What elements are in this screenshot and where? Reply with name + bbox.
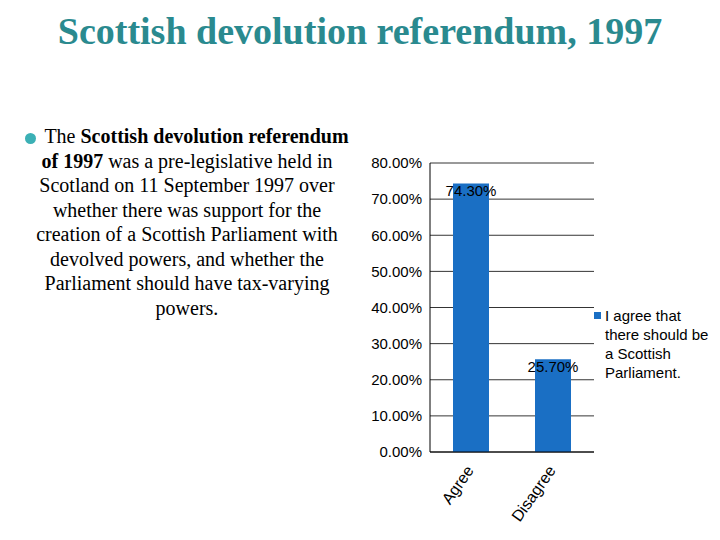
svg-text:80.00%: 80.00% bbox=[371, 154, 422, 171]
svg-text:74.30%: 74.30% bbox=[446, 182, 497, 199]
svg-text:10.00%: 10.00% bbox=[371, 407, 422, 424]
svg-text:30.00%: 30.00% bbox=[371, 335, 422, 352]
svg-text:70.00%: 70.00% bbox=[371, 190, 422, 207]
svg-text:40.00%: 40.00% bbox=[371, 299, 422, 316]
html-text:The Scottish devolution refere: The Scottish devolution referendum of 19… bbox=[36, 125, 349, 319]
svg-text:0.00%: 0.00% bbox=[379, 443, 422, 460]
svg-text:25.70%: 25.70% bbox=[528, 358, 579, 375]
svg-text:Agree: Agree bbox=[438, 462, 476, 507]
html-text:I agree that there should be a: I agree that there should be a Scottish … bbox=[605, 307, 709, 381]
svg-text:20.00%: 20.00% bbox=[371, 371, 422, 388]
svg-text:60.00%: 60.00% bbox=[371, 227, 422, 244]
svg-text:50.00%: 50.00% bbox=[371, 263, 422, 280]
svg-text:Disagree: Disagree bbox=[508, 462, 559, 524]
html-text:Scottish devolution referendum: Scottish devolution referendum, 1997 bbox=[57, 10, 663, 52]
